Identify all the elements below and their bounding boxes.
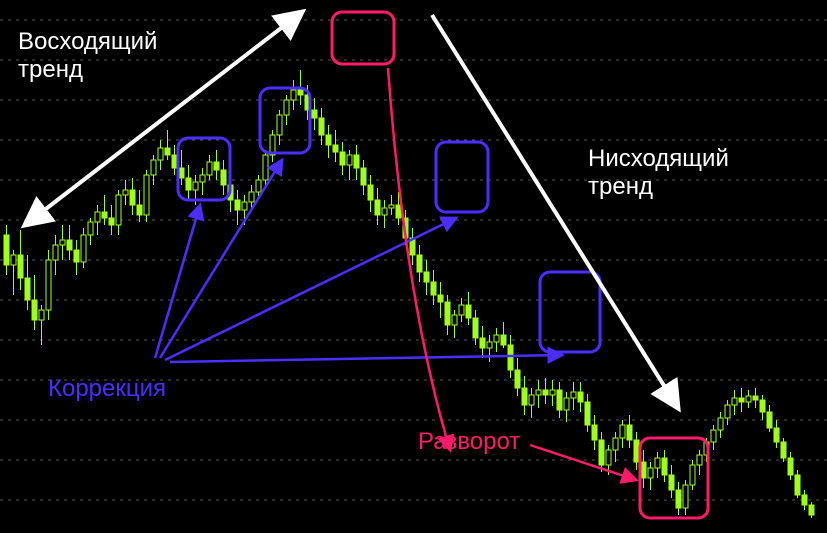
chart-svg [0, 0, 827, 533]
highlight-boxes-layer [178, 12, 708, 518]
candles-layer [4, 70, 814, 518]
grid-layer [0, 20, 827, 500]
candlestick-chart: Восходящий трендНисходящий трендКоррекци… [0, 0, 827, 533]
